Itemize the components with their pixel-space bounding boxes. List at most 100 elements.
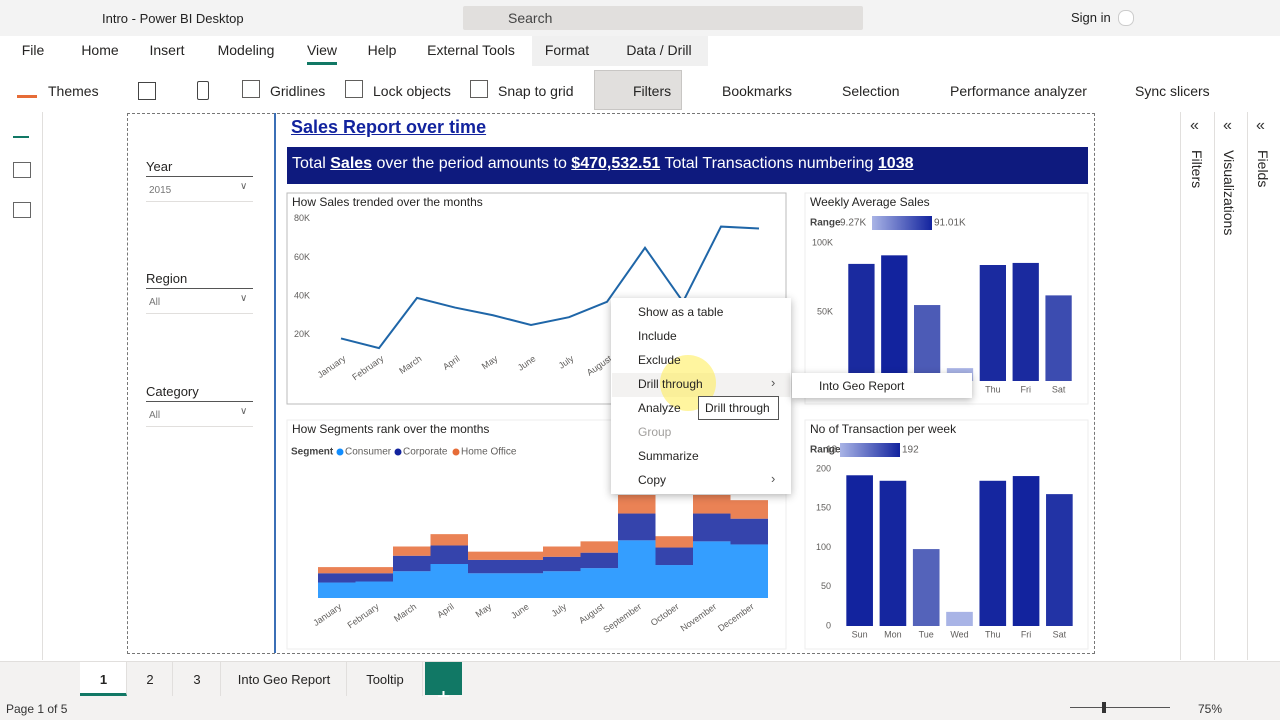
menu-item[interactable]: View <box>306 42 338 58</box>
checkbox[interactable] <box>470 80 488 98</box>
range-gradient <box>840 443 900 457</box>
submenu-item[interactable]: Into Geo Report <box>819 379 905 393</box>
collapse-icon[interactable]: « <box>1190 117 1199 134</box>
page-tab[interactable] <box>127 662 173 696</box>
page-tab-label[interactable]: 3 <box>193 672 201 687</box>
model-view-icon[interactable] <box>13 202 31 218</box>
mobile-icon[interactable] <box>197 81 209 100</box>
add-page-button[interactable] <box>425 662 462 702</box>
y-tick-label: 50K <box>817 306 833 316</box>
pane-label[interactable]: Filters <box>1189 150 1205 189</box>
checkbox[interactable] <box>345 80 363 98</box>
page-tab-label[interactable]: Tooltip <box>366 672 404 687</box>
menu-item[interactable]: Copy <box>638 473 667 487</box>
page-tab-label[interactable]: 2 <box>146 672 154 687</box>
legend-swatch <box>452 448 460 456</box>
banner-text: $470,532.51 <box>571 155 661 172</box>
page-count: Page 1 of 5 <box>6 702 68 716</box>
range-min: 18 <box>826 445 838 456</box>
ribbon-segment <box>730 518 768 545</box>
menu-item[interactable]: Show as a table <box>638 305 724 319</box>
menu-item[interactable]: Drill through <box>638 377 703 391</box>
ribbon-segment <box>355 581 393 598</box>
zoom-thumb[interactable] <box>1102 702 1106 713</box>
data-view-icon[interactable] <box>13 162 31 178</box>
bar <box>914 305 941 381</box>
x-tick-label: Sat <box>1053 629 1067 639</box>
toolbar-button[interactable]: Filters <box>633 83 672 99</box>
active-underline <box>307 62 337 65</box>
menu-item[interactable]: Exclude <box>638 353 681 367</box>
page-tab-label[interactable]: Into Geo Report <box>237 672 331 687</box>
bar <box>881 255 908 381</box>
menu-item[interactable]: Home <box>81 42 119 58</box>
menu-item[interactable]: Modeling <box>217 42 275 58</box>
zoom-slider[interactable] <box>1070 707 1170 708</box>
menu-item[interactable]: Summarize <box>638 449 699 463</box>
page-tab[interactable] <box>173 662 221 696</box>
window-title: Intro - Power BI Desktop <box>102 11 244 26</box>
slicer-dropdown[interactable] <box>146 181 253 202</box>
avatar[interactable] <box>1118 10 1134 26</box>
pane-label[interactable]: Visualizations <box>1221 150 1237 236</box>
menu-item[interactable]: Help <box>367 42 397 58</box>
toolbar-button[interactable]: Gridlines <box>270 83 326 99</box>
zoom-level: 75% <box>1198 702 1223 716</box>
ribbon-segment <box>655 536 693 548</box>
x-tick-label: Thu <box>985 384 1001 394</box>
menu-item[interactable]: Analyze <box>638 401 681 415</box>
y-tick-label: 40K <box>294 290 310 300</box>
visual-title: How Sales trended over the months <box>292 195 483 209</box>
slicer-underline <box>146 288 253 289</box>
chevron: ∨ <box>240 181 248 192</box>
toolbar-button[interactable]: Snap to grid <box>498 83 574 99</box>
toolbar-button[interactable]: Lock objects <box>373 83 451 99</box>
view-icon[interactable] <box>138 82 156 100</box>
slicer-title: Category <box>146 384 199 399</box>
toolbar-button[interactable]: Performance analyzer <box>950 83 1087 99</box>
tooltip <box>698 396 779 420</box>
menu-item[interactable]: Format <box>544 42 590 58</box>
page-tab[interactable] <box>80 662 127 696</box>
summary-banner: Total Sales over the period amounts to $… <box>287 147 1088 184</box>
filters-button-bg[interactable] <box>594 70 682 110</box>
ribbon-segment <box>655 565 693 598</box>
search-box[interactable] <box>463 6 863 30</box>
menu-item[interactable]: File <box>21 42 45 58</box>
tooltip-text: Drill through <box>705 401 770 415</box>
x-tick-label: Sun <box>852 629 868 639</box>
ribbon-segment <box>393 555 431 572</box>
toolbar-button[interactable]: Bookmarks <box>722 83 793 99</box>
collapse-icon[interactable]: « <box>1223 117 1232 134</box>
page-tab[interactable] <box>221 662 347 696</box>
slicer-dropdown[interactable] <box>146 293 253 314</box>
page-tab[interactable] <box>347 662 423 696</box>
menu-item[interactable]: Data / Drill <box>626 42 692 58</box>
menu-item[interactable]: Include <box>638 329 677 343</box>
sign-in[interactable]: Sign in <box>1071 10 1111 25</box>
menu-item[interactable]: External Tools <box>427 42 515 58</box>
menu-item[interactable]: Insert <box>149 42 185 58</box>
page-tab-label[interactable]: 1 <box>99 672 108 687</box>
banner-text: 1038 <box>877 155 914 172</box>
submenu-arrow: › <box>771 375 776 390</box>
toolbar-button[interactable]: Sync slicers <box>1135 83 1210 99</box>
toolbar-button[interactable]: Themes <box>48 83 99 99</box>
banner-text: Sales <box>330 155 373 172</box>
slicer-dropdown[interactable] <box>146 406 253 427</box>
y-tick-label: 50 <box>821 581 831 591</box>
bar <box>1012 262 1039 381</box>
chevron: ∨ <box>240 406 248 417</box>
report-view-icon[interactable] <box>13 122 29 138</box>
pane-label[interactable]: Fields <box>1255 150 1271 188</box>
themes-icon[interactable] <box>17 85 37 98</box>
checkbox[interactable] <box>242 80 260 98</box>
collapse-icon[interactable]: « <box>1256 117 1265 134</box>
ribbon-segment <box>618 495 656 514</box>
y-tick-label: 200 <box>816 463 831 473</box>
toolbar-button[interactable]: Selection <box>842 83 900 99</box>
ribbon-segment <box>505 551 543 560</box>
y-tick-label: 0 <box>826 620 831 630</box>
